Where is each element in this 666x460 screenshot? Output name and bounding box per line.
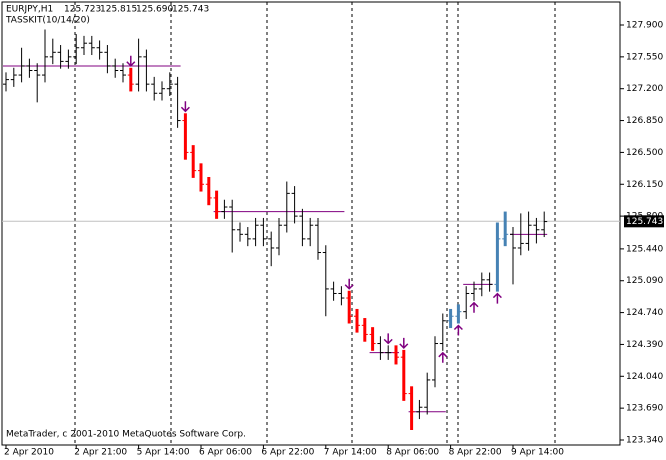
last-price-label: 125.743 — [626, 217, 663, 227]
x-tick-label: 6 Apr 22:00 — [261, 448, 314, 458]
y-tick-label: 127.200 — [626, 84, 663, 94]
quote-low: 125.690 — [136, 5, 173, 15]
y-tick-label: 123.340 — [626, 436, 663, 446]
symbol: EURJPY,H1 — [6, 5, 53, 15]
y-tick-label: 124.740 — [626, 308, 663, 318]
x-tick-label: 2 Apr 2010 — [4, 448, 54, 458]
y-tick-label: 124.390 — [626, 340, 663, 350]
up-arrow — [453, 324, 463, 336]
x-tick-label: 2 Apr 21:00 — [74, 448, 127, 458]
quote-close: 125.743 — [172, 5, 209, 15]
y-tick-label: 126.500 — [626, 148, 663, 158]
down-arrow — [383, 333, 393, 345]
x-tick-label: 8 Apr 06:00 — [386, 448, 439, 458]
x-tick-label: 9 Apr 14:00 — [511, 448, 564, 458]
y-tick-label: 123.690 — [626, 404, 663, 414]
y-tick-label: 125.440 — [626, 244, 663, 254]
y-tick-label: 125.090 — [626, 276, 663, 286]
y-tick-label: 126.150 — [626, 180, 663, 190]
x-tick-label: 6 Apr 06:00 — [199, 448, 252, 458]
down-arrow — [126, 55, 136, 67]
time-grid — [74, 2, 556, 445]
quote-high: 125.815 — [100, 5, 137, 15]
down-arrow — [180, 101, 190, 113]
up-arrow — [438, 351, 448, 363]
x-tick-label: 8 Apr 22:00 — [449, 448, 502, 458]
quote-open: 125.723 — [64, 5, 101, 15]
y-tick-label: 124.040 — [626, 372, 663, 382]
copyright: MetaTrader, c 2001-2010 MetaQuotes Softw… — [6, 430, 246, 440]
y-tick-label: 126.850 — [626, 116, 663, 126]
x-tick-label: 7 Apr 14:00 — [324, 448, 377, 458]
down-arrow — [344, 278, 354, 290]
y-tick-label: 127.900 — [626, 21, 663, 31]
indicator-name: TASSKIT(10/14/20) — [5, 16, 90, 26]
up-arrow — [469, 301, 479, 313]
y-tick-label: 127.550 — [626, 52, 663, 62]
last-price-box — [624, 215, 664, 228]
x-tick-label: 5 Apr 14:00 — [137, 448, 190, 458]
plot-frame — [1, 1, 621, 446]
down-arrow — [399, 337, 409, 349]
up-arrow — [492, 292, 502, 304]
